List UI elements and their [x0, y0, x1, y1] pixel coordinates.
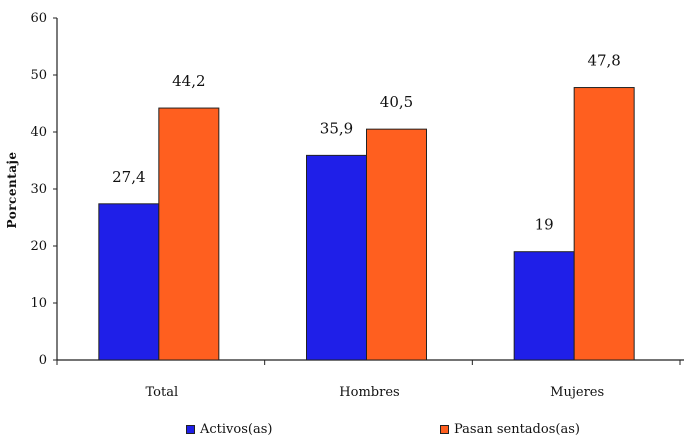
value-labels-group: 27,4 44,2 35,9 40,5 19 47,8: [112, 52, 621, 234]
bar-activos-total: [98, 203, 160, 361]
data-label: 27,4: [112, 168, 145, 186]
bars-group: [98, 87, 635, 361]
bar-pasan-sentados-total: [158, 107, 220, 361]
y-tick-label: 20: [30, 239, 47, 254]
y-tick-label: 30: [30, 182, 47, 197]
data-label: 44,2: [172, 72, 205, 90]
y-tick-label: 0: [39, 353, 47, 368]
legend-label-activos: Activos(as): [200, 422, 273, 437]
legend-item-activos: Activos(as): [186, 422, 272, 437]
x-tick-label: Hombres: [339, 385, 399, 400]
data-label: 19: [535, 216, 554, 234]
legend-swatch-activos: [186, 425, 195, 434]
bar-pasan-sentados-mujeres: [573, 87, 635, 361]
y-axis-label: Porcentaje: [5, 152, 19, 229]
legend-swatch-pasan-sentados: [440, 425, 449, 434]
data-label: 47,8: [587, 52, 620, 70]
bar-activos-hombres: [306, 154, 367, 361]
y-tick-label: 40: [30, 125, 47, 140]
x-tick-label: Total: [146, 385, 179, 400]
bar-pasan-sentados-hombres: [366, 128, 427, 361]
y-tick-label: 60: [30, 11, 47, 26]
y-tick-label: 10: [30, 296, 47, 311]
legend-item-pasan-sentados: Pasan sentados(as): [440, 422, 580, 437]
legend-label-pasan-sentados: Pasan sentados(as): [454, 422, 580, 437]
y-tick-label: 50: [30, 68, 47, 83]
legend: Activos(as) Pasan sentados(as): [0, 422, 684, 444]
bar-activos-mujeres: [513, 251, 575, 361]
data-label: 35,9: [320, 119, 353, 137]
x-tick-label: Mujeres: [550, 385, 604, 400]
data-label: 40,5: [380, 93, 413, 111]
bar-chart: Porcentaje 0 10 20 30 40 50 60 Total Hombres Muje…: [5, 11, 684, 400]
